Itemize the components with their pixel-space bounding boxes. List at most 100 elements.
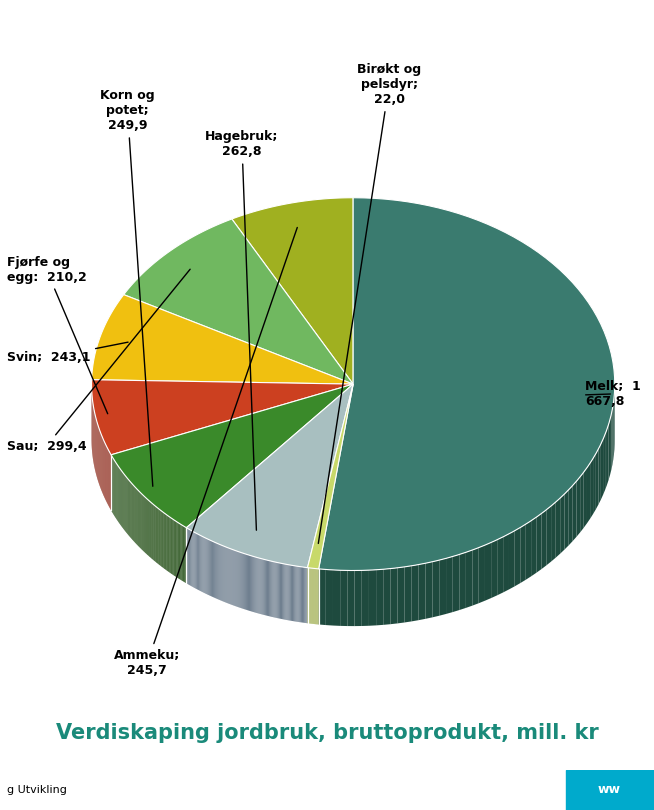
Polygon shape: [219, 544, 220, 600]
Polygon shape: [241, 552, 242, 608]
Polygon shape: [197, 534, 198, 590]
Polygon shape: [171, 518, 172, 574]
Polygon shape: [318, 569, 326, 625]
Polygon shape: [203, 537, 205, 593]
Polygon shape: [150, 502, 151, 558]
Polygon shape: [147, 499, 148, 556]
Polygon shape: [200, 535, 201, 591]
Polygon shape: [196, 533, 197, 590]
Polygon shape: [305, 567, 306, 623]
Polygon shape: [347, 570, 354, 626]
Polygon shape: [398, 567, 405, 624]
Polygon shape: [158, 509, 159, 565]
Polygon shape: [228, 548, 229, 603]
Polygon shape: [253, 556, 254, 612]
Polygon shape: [229, 548, 230, 604]
Polygon shape: [252, 556, 253, 612]
Polygon shape: [177, 522, 179, 578]
Polygon shape: [192, 531, 194, 587]
Polygon shape: [466, 550, 472, 608]
Polygon shape: [288, 565, 290, 620]
Polygon shape: [286, 565, 288, 620]
Polygon shape: [307, 384, 353, 569]
Polygon shape: [232, 198, 353, 384]
Polygon shape: [472, 548, 479, 606]
Polygon shape: [184, 526, 186, 583]
Polygon shape: [224, 546, 225, 602]
Polygon shape: [189, 529, 190, 586]
Polygon shape: [215, 543, 216, 599]
Polygon shape: [161, 510, 162, 566]
Polygon shape: [260, 558, 262, 614]
Text: Melk;  1
667,8: Melk; 1 667,8: [585, 380, 641, 408]
Polygon shape: [191, 531, 192, 586]
Polygon shape: [290, 565, 291, 620]
Polygon shape: [207, 539, 208, 595]
Polygon shape: [254, 556, 255, 612]
Polygon shape: [266, 560, 267, 616]
Polygon shape: [281, 563, 282, 619]
Polygon shape: [160, 509, 161, 566]
Polygon shape: [405, 566, 411, 622]
Polygon shape: [247, 555, 248, 611]
Polygon shape: [299, 566, 300, 622]
Polygon shape: [245, 554, 246, 610]
Text: Birøkt og
pelsdyr;
22,0: Birøkt og pelsdyr; 22,0: [318, 63, 421, 544]
Polygon shape: [168, 516, 169, 572]
Polygon shape: [603, 434, 605, 495]
Polygon shape: [521, 524, 526, 583]
Polygon shape: [164, 513, 165, 569]
Polygon shape: [613, 399, 614, 460]
Polygon shape: [183, 526, 184, 582]
Polygon shape: [598, 444, 601, 505]
Polygon shape: [240, 552, 241, 608]
Polygon shape: [318, 198, 615, 570]
Polygon shape: [601, 439, 603, 500]
Text: Sau;  299,4: Sau; 299,4: [7, 269, 190, 453]
Polygon shape: [167, 515, 168, 571]
Polygon shape: [503, 534, 509, 592]
Polygon shape: [124, 219, 353, 384]
Polygon shape: [92, 380, 353, 454]
Polygon shape: [560, 494, 564, 553]
Polygon shape: [362, 570, 369, 626]
Polygon shape: [612, 404, 613, 465]
Polygon shape: [333, 570, 340, 626]
Polygon shape: [225, 547, 226, 603]
Polygon shape: [280, 563, 281, 619]
Polygon shape: [269, 561, 270, 616]
Polygon shape: [479, 545, 485, 603]
Polygon shape: [216, 543, 217, 599]
Polygon shape: [610, 414, 611, 475]
Polygon shape: [278, 563, 279, 618]
Polygon shape: [186, 528, 187, 584]
Polygon shape: [262, 559, 263, 615]
Polygon shape: [182, 525, 183, 582]
Polygon shape: [605, 429, 607, 490]
Polygon shape: [162, 511, 163, 568]
Polygon shape: [235, 551, 237, 607]
Polygon shape: [611, 409, 612, 470]
Polygon shape: [152, 503, 153, 560]
Polygon shape: [284, 564, 285, 620]
Polygon shape: [155, 505, 156, 562]
Polygon shape: [369, 569, 376, 626]
Polygon shape: [159, 509, 160, 565]
Polygon shape: [187, 528, 188, 584]
Polygon shape: [485, 543, 491, 601]
Polygon shape: [293, 565, 294, 621]
Polygon shape: [145, 497, 146, 553]
Polygon shape: [491, 539, 497, 598]
Polygon shape: [515, 527, 521, 586]
Polygon shape: [383, 569, 390, 625]
Polygon shape: [426, 562, 432, 619]
Polygon shape: [306, 568, 307, 623]
Polygon shape: [169, 517, 170, 573]
Polygon shape: [326, 569, 333, 625]
Polygon shape: [92, 295, 353, 384]
Polygon shape: [232, 549, 233, 605]
Polygon shape: [282, 564, 283, 620]
Polygon shape: [439, 558, 446, 616]
Polygon shape: [275, 562, 277, 618]
Polygon shape: [267, 560, 268, 616]
